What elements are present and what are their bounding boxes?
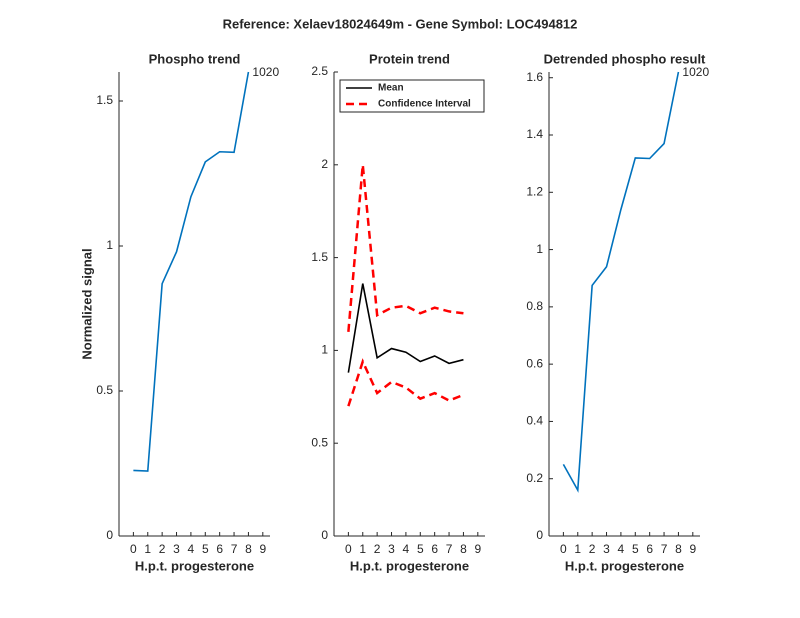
x-tick-label: 8: [460, 542, 467, 556]
x-tick-label: 6: [646, 542, 653, 556]
y-tick-label: 1.5: [96, 93, 113, 107]
x-tick-label: 4: [618, 542, 625, 556]
panel-title: Phospho trend: [149, 51, 241, 66]
y-tick-label: 1.5: [311, 250, 328, 264]
x-tick-label: 5: [632, 542, 639, 556]
x-tick-label: 9: [689, 542, 696, 556]
x-tick-label: 9: [474, 542, 481, 556]
y-tick-label: 0.6: [526, 356, 543, 370]
y-tick-label: 0.5: [96, 383, 113, 397]
series-line: [347, 283, 464, 373]
x-tick-label: 7: [446, 542, 453, 556]
series-line: [562, 71, 680, 493]
x-tick-label: 1: [574, 542, 581, 556]
x-tick-label: 8: [675, 542, 682, 556]
x-tick-label: 9: [259, 542, 266, 556]
x-tick-label: 0: [130, 542, 137, 556]
x-tick-label: 1: [144, 542, 151, 556]
x-tick-label: 2: [374, 542, 381, 556]
y-tick-label: 1.4: [526, 127, 543, 141]
y-axis-label: Normalized signal: [79, 248, 94, 359]
x-tick-label: 8: [245, 542, 252, 556]
y-tick-label: 2.5: [311, 64, 328, 78]
x-tick-label: 5: [202, 542, 209, 556]
x-tick-label: 6: [216, 542, 223, 556]
legend-label: Confidence Interval: [378, 99, 471, 110]
x-axis-label: H.p.t. progesterone: [350, 558, 469, 573]
y-tick-label: 1: [321, 343, 328, 357]
x-tick-label: 7: [661, 542, 668, 556]
x-tick-label: 1: [359, 542, 366, 556]
x-tick-label: 7: [231, 542, 238, 556]
y-tick-label: 0: [321, 528, 328, 542]
x-tick-label: 5: [417, 542, 424, 556]
x-tick-label: 3: [603, 542, 610, 556]
annotation: 1020: [682, 65, 709, 79]
x-tick-label: 2: [589, 542, 596, 556]
y-tick-label: 1: [106, 238, 113, 252]
series-line: [347, 358, 464, 407]
y-tick-label: 1.2: [526, 184, 543, 198]
panel-title: Protein trend: [369, 51, 450, 66]
y-tick-label: 0: [106, 528, 113, 542]
figure-title: Reference: Xelaev18024649m - Gene Symbol…: [223, 16, 578, 31]
x-tick-label: 4: [188, 542, 195, 556]
y-tick-label: 0.5: [311, 435, 328, 449]
legend-label: Mean: [378, 83, 404, 94]
x-axis-label: H.p.t. progesterone: [565, 558, 684, 573]
x-tick-label: 4: [403, 542, 410, 556]
annotation: 1020: [252, 65, 279, 79]
y-tick-label: 0: [536, 528, 543, 542]
y-tick-label: 2: [321, 157, 328, 171]
series-line: [133, 71, 250, 472]
legend-box: [339, 79, 485, 113]
y-tick-label: 1: [536, 242, 543, 256]
x-tick-label: 2: [159, 542, 166, 556]
y-tick-label: 0.2: [526, 471, 543, 485]
x-tick-label: 0: [560, 542, 567, 556]
x-tick-label: 3: [173, 542, 180, 556]
y-tick-label: 0.8: [526, 299, 543, 313]
x-tick-label: 3: [388, 542, 395, 556]
x-axis-label: H.p.t. progesterone: [135, 558, 254, 573]
x-tick-label: 6: [431, 542, 438, 556]
x-tick-label: 0: [345, 542, 352, 556]
panel-title: Detrended phospho result: [544, 51, 706, 66]
y-tick-label: 1.6: [526, 70, 543, 84]
y-tick-label: 0.4: [526, 414, 543, 428]
series-line: [347, 164, 464, 332]
